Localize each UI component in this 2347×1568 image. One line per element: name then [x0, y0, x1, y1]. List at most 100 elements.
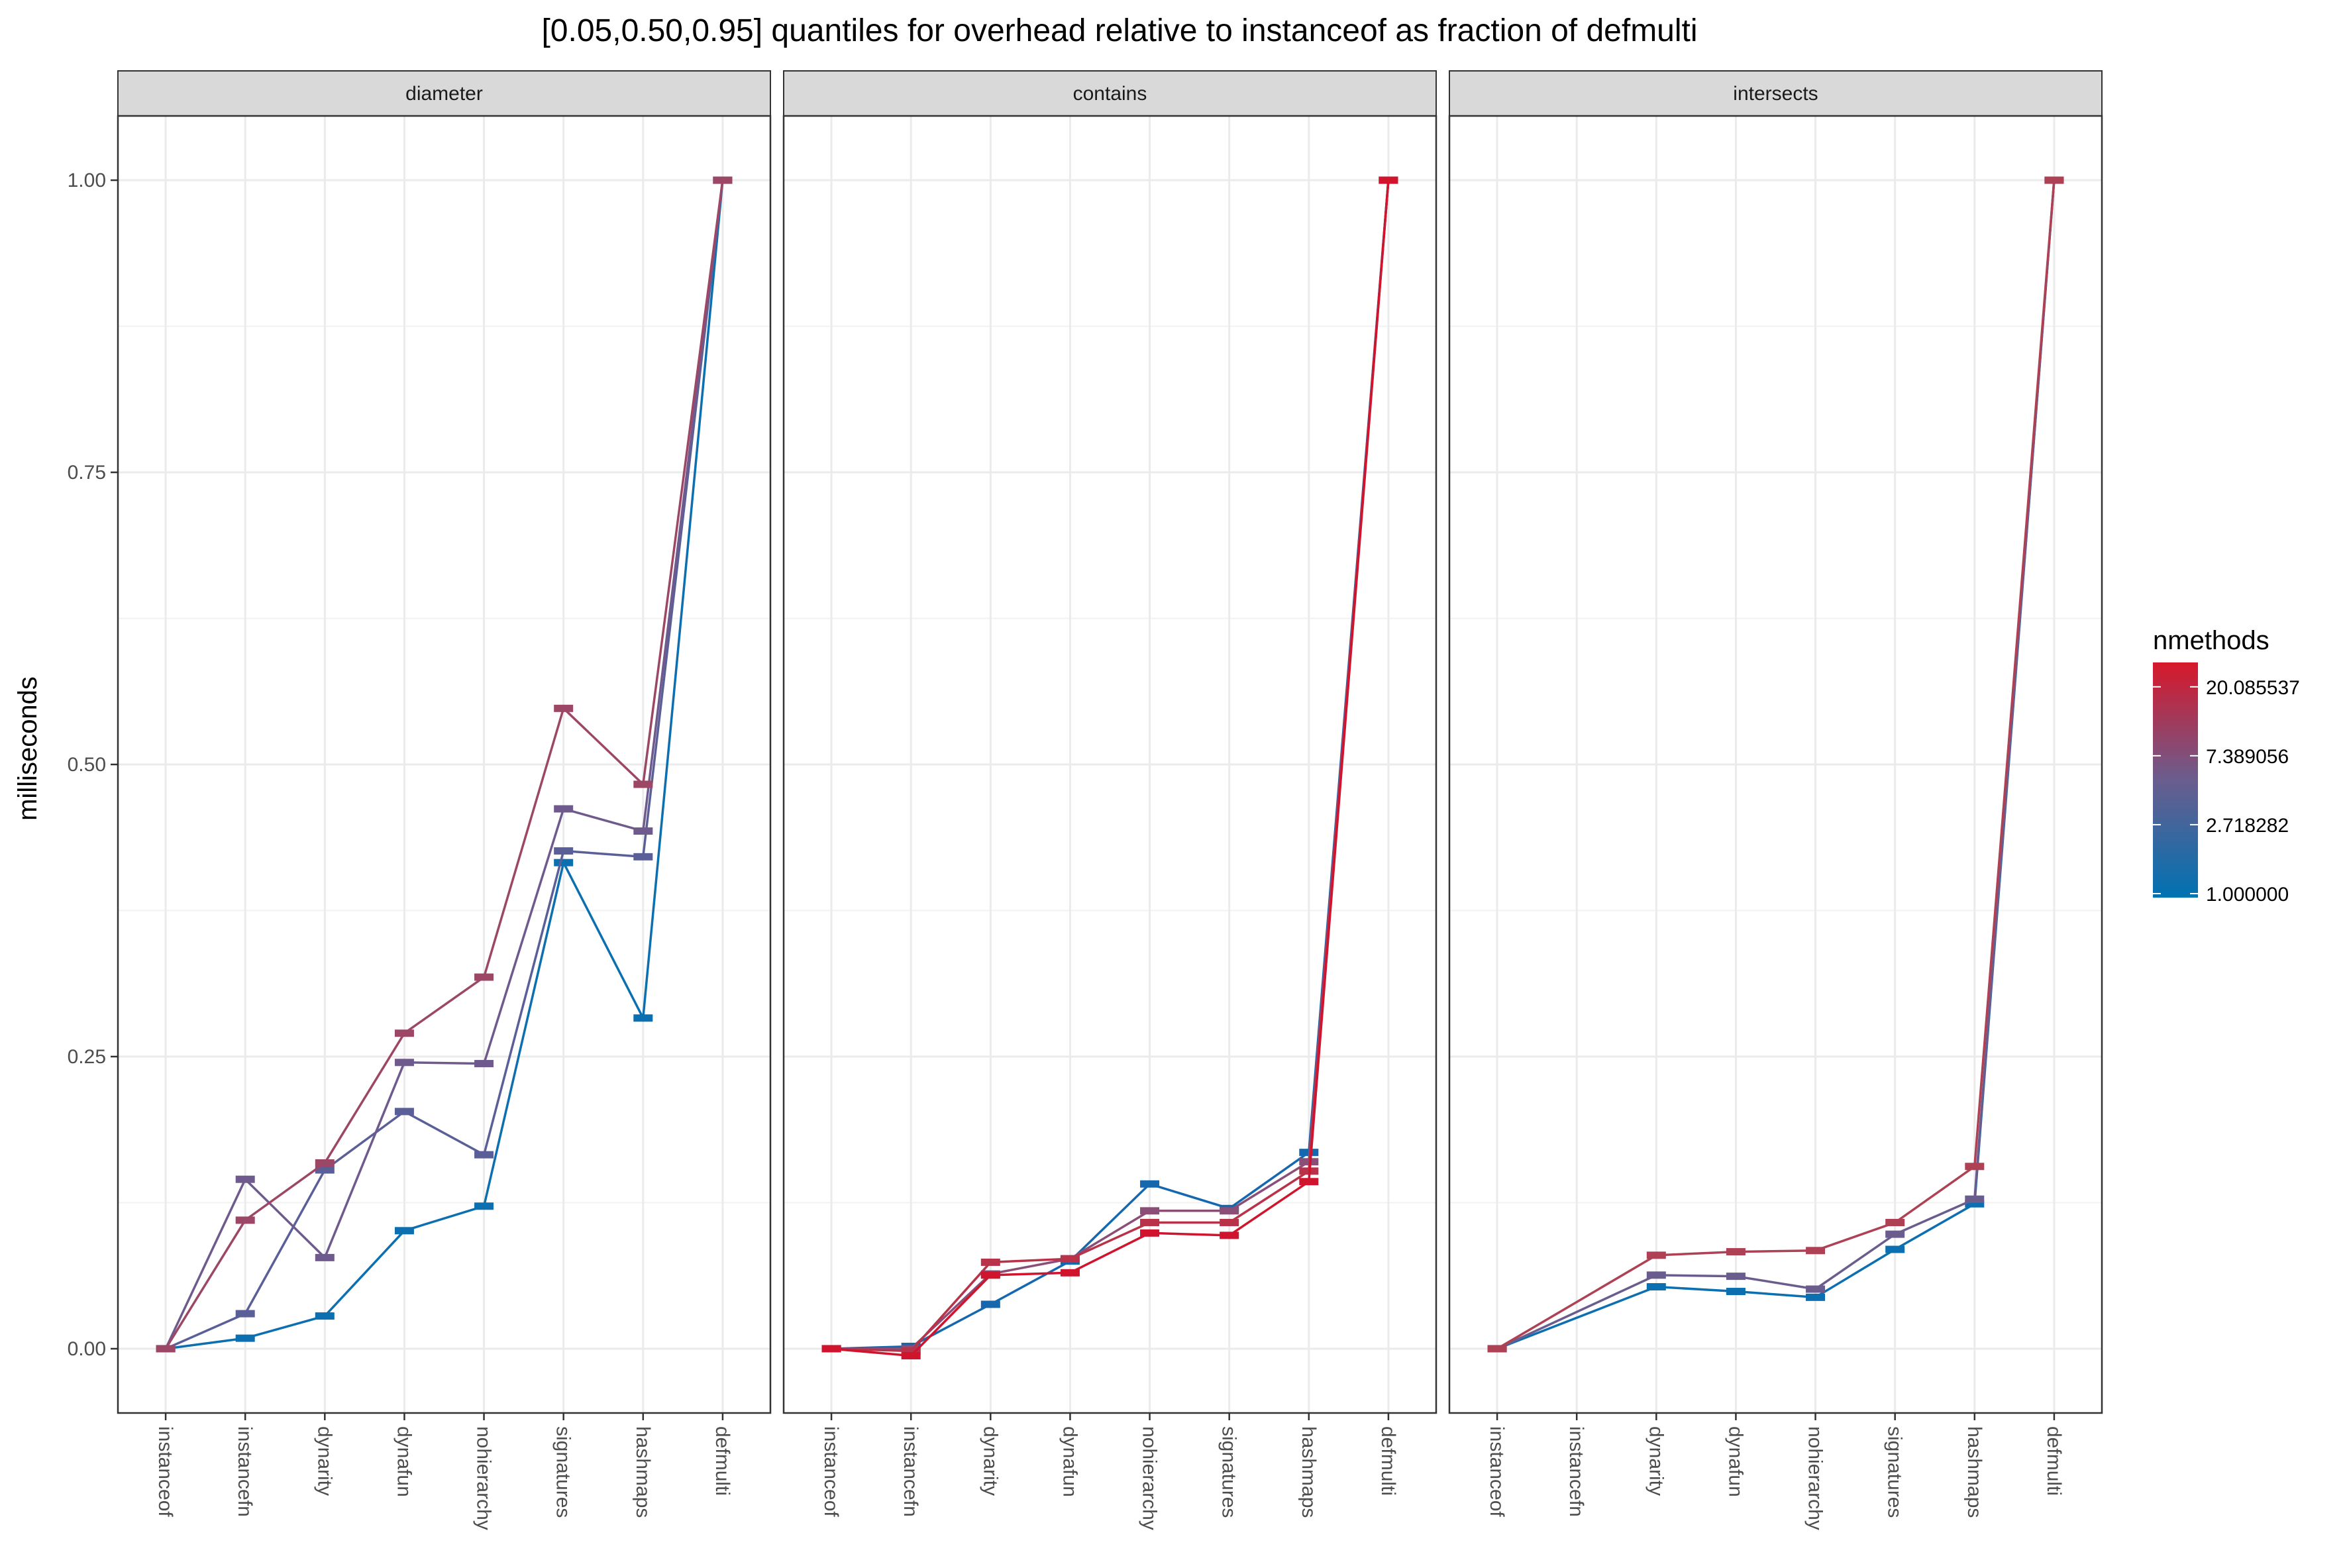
quantile-marker [1220, 1231, 1239, 1239]
quantile-marker [394, 1108, 414, 1116]
quantile-marker [474, 1202, 494, 1210]
legend-label: 1.000000 [2206, 884, 2289, 906]
quantile-marker [1379, 176, 1398, 184]
quantile-marker [1726, 1248, 1746, 1256]
series-line-diameter-3 [164, 180, 724, 1349]
quantile-marker [1220, 1207, 1239, 1215]
x-tick-label: instancefn [1565, 1426, 1587, 1517]
x-tick-label: dynarity [1645, 1426, 1667, 1496]
strip-label-diameter: diameter [405, 83, 483, 105]
quantile-marker [980, 1271, 1000, 1279]
quantile-marker [315, 1253, 335, 1261]
y-axis-title: milliseconds [13, 676, 42, 821]
legend-label: 2.718282 [2206, 815, 2289, 837]
quantile-marker [1646, 1271, 1666, 1279]
strip-label-contains: contains [1073, 83, 1147, 105]
quantile-marker [821, 1345, 841, 1353]
x-tick-label: hashmaps [632, 1426, 654, 1518]
x-tick-label: dynafun [393, 1426, 415, 1497]
x-tick-label: defmulti [1377, 1426, 1399, 1496]
quantile-marker [1885, 1218, 1905, 1226]
x-tick-label: dynafun [1724, 1426, 1746, 1497]
x-tick-label: signatures [1884, 1426, 1906, 1518]
x-tick-label: hashmaps [1963, 1426, 1985, 1518]
x-tick-label: instancefn [234, 1426, 256, 1517]
quantile-marker [1726, 1288, 1746, 1296]
quantile-marker [1806, 1293, 1826, 1301]
y-tick-label: 0.00 [68, 1338, 106, 1360]
quantile-marker [1806, 1285, 1826, 1293]
quantile-marker [1140, 1218, 1160, 1226]
quantile-marker [554, 805, 574, 813]
legend-title: nmethods [2153, 626, 2269, 655]
quantile-marker [474, 1151, 494, 1159]
strip-label-intersects: intersects [1733, 83, 1818, 105]
quantile-marker [1965, 1163, 1985, 1171]
quantile-marker [1806, 1247, 1826, 1255]
quantile-marker [980, 1258, 1000, 1266]
strip-contains [783, 70, 1437, 117]
y-tick-label: 0.25 [68, 1046, 106, 1068]
quantile-marker [1646, 1251, 1666, 1259]
series-line-contains-0 [831, 180, 1390, 1350]
quantile-marker [1487, 1345, 1507, 1353]
quantile-marker [235, 1334, 255, 1342]
x-tick-label: nohierarchy [1804, 1426, 1826, 1530]
quantile-marker [474, 973, 494, 981]
quantile-marker [1140, 1180, 1160, 1188]
y-tick-label: 1.00 [68, 170, 106, 191]
legend: nmethods 20.085537 7.389056 2.718282 1.0000… [2153, 626, 2300, 906]
quantile-marker [315, 1159, 335, 1167]
legend-label: 20.085537 [2206, 677, 2300, 699]
x-tick-label: nohierarchy [1139, 1426, 1161, 1530]
quantile-marker [980, 1300, 1000, 1308]
panel-border-intersects [1448, 115, 2103, 1414]
y-axis: 0.00 0.25 0.50 0.75 1.00 [68, 170, 118, 1360]
quantile-marker [156, 1345, 176, 1353]
quantile-marker [713, 176, 733, 184]
quantile-marker [235, 1216, 255, 1224]
facet-panels: diameter instanceof instancefn dynarity dyna… [117, 70, 2103, 1530]
panel-intersects: intersects instanceof instancefn dynarity dy… [1448, 70, 2103, 1530]
x-tick-label: dynarity [313, 1426, 335, 1496]
quantile-marker [1140, 1229, 1160, 1237]
quantile-marker [1965, 1195, 1985, 1203]
panel-diameter: diameter instanceof instancefn dynarity dyna… [117, 70, 772, 1530]
series-line-contains-3 [831, 180, 1390, 1357]
x-tick-label: dynafun [1059, 1426, 1080, 1497]
quantile-marker [394, 1059, 414, 1067]
chart-title: [0.05,0.50,0.95] quantiles for overhead … [541, 13, 1697, 48]
quantile-marker [554, 847, 574, 855]
legend-colorbar [2153, 662, 2198, 898]
x-tick-label: defmulti [2043, 1426, 2065, 1496]
quantile-marker [235, 1175, 255, 1183]
x-tick-label: instanceof [1486, 1426, 1508, 1517]
legend-label: 7.389056 [2206, 746, 2289, 768]
x-tick-label: signatures [552, 1426, 574, 1518]
quantile-marker [1140, 1207, 1160, 1215]
x-tick-label: instanceof [820, 1426, 842, 1517]
x-tick-label: nohierarchy [473, 1426, 495, 1530]
quantile-marker [1885, 1230, 1905, 1238]
x-tick-label: dynarity [979, 1426, 1001, 1496]
quantile-marker [633, 853, 653, 861]
quantile-marker [2044, 176, 2064, 184]
quantile-marker [1060, 1255, 1080, 1263]
quantile-marker [1885, 1245, 1905, 1253]
quantile-marker [633, 1014, 653, 1022]
quantile-marker [315, 1312, 335, 1320]
panel-contains: contains instanceof instancefn dynarity dyna… [782, 70, 1437, 1530]
quantile-marker [394, 1227, 414, 1235]
x-tick-label: instancefn [900, 1426, 921, 1517]
series-line-diameter-0 [165, 180, 724, 1350]
quantile-marker [901, 1352, 921, 1360]
quantile-marker [633, 780, 653, 788]
quantile-marker [1060, 1269, 1080, 1277]
x-tick-label: hashmaps [1298, 1426, 1320, 1518]
quantile-marker [1726, 1273, 1746, 1281]
quantile-marker [394, 1029, 414, 1037]
quantile-marker [554, 859, 574, 866]
x-tick-label: defmulti [711, 1426, 733, 1496]
